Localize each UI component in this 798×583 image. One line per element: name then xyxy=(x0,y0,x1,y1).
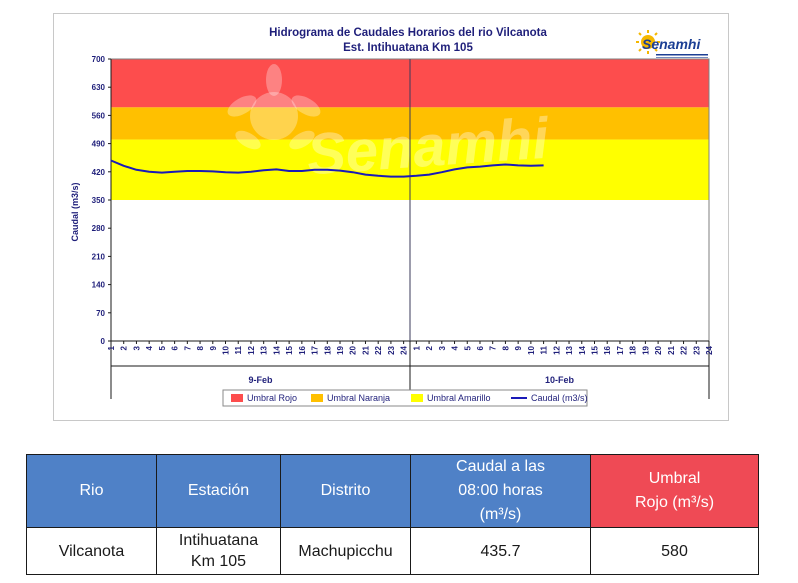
x-tick-label: 18 xyxy=(323,345,332,354)
y-tick-label: 210 xyxy=(92,252,106,261)
y-axis-label: Caudal (m3/s) xyxy=(70,182,80,241)
x-tick-label: 21 xyxy=(667,345,676,354)
y-tick-label: 0 xyxy=(101,337,106,346)
cell-distrito: Machupicchu xyxy=(280,527,411,575)
cell-estacion: Intihuatana Km 105 xyxy=(156,527,281,575)
x-tick-label: 21 xyxy=(361,345,370,354)
x-tick-label: 16 xyxy=(603,345,612,354)
chart-subtitle: Est. Intihuatana Km 105 xyxy=(343,42,473,54)
chart-title: Hidrograma de Caudales Horarios del rio … xyxy=(269,27,547,39)
x-tick-label: 10 xyxy=(222,345,231,354)
x-tick-label: 3 xyxy=(438,345,447,350)
sun-icon xyxy=(641,35,655,49)
y-tick-label: 420 xyxy=(92,168,106,177)
x-tick-label: 5 xyxy=(463,345,472,350)
logo-text: Senamhi xyxy=(642,36,701,52)
day-label: 10-Feb xyxy=(545,375,575,385)
y-tick-label: 350 xyxy=(92,196,106,205)
legend-label: Umbral Rojo xyxy=(247,393,297,403)
header-caudal: Caudal a las 08:00 horas (m³/s) xyxy=(410,454,591,528)
x-tick-label: 20 xyxy=(654,345,663,354)
x-tick-label: 15 xyxy=(590,345,599,354)
x-tick-label: 18 xyxy=(629,345,638,354)
x-tick-label: 24 xyxy=(400,345,409,354)
legend-swatch xyxy=(231,394,243,402)
header-distrito: Distrito xyxy=(280,454,411,528)
x-tick-label: 19 xyxy=(336,345,345,354)
chart-svg: Hidrograma de Caudales Horarios del rio … xyxy=(70,27,714,407)
x-tick-label: 20 xyxy=(349,345,358,354)
x-tick-label: 4 xyxy=(145,345,154,350)
x-tick-label: 6 xyxy=(476,345,485,350)
hydrograph-chart: Hidrograma de Caudales Horarios del rio … xyxy=(53,13,729,421)
x-tick-label: 23 xyxy=(692,345,701,354)
day-labels: 9-Feb 10-Feb xyxy=(248,375,574,385)
x-tick-label: 8 xyxy=(196,345,205,350)
y-tick-label: 630 xyxy=(92,83,106,92)
legend-label: Caudal (m3/s) xyxy=(531,393,588,403)
header-rio: Rio xyxy=(26,454,157,528)
flow-table: Rio Estación Distrito Caudal a las 08:00… xyxy=(26,454,759,575)
x-tick-label: 23 xyxy=(387,345,396,354)
cell-caudal: 435.7 xyxy=(410,527,591,575)
x-tick-label: 22 xyxy=(374,345,383,354)
y-tick-label: 140 xyxy=(92,281,106,290)
cell-rio: Vilcanota xyxy=(26,527,157,575)
caudal-series xyxy=(110,159,544,178)
y-tick-label: 490 xyxy=(92,140,106,149)
x-tick-label: 6 xyxy=(171,345,180,350)
cell-umbral: 580 xyxy=(590,527,759,575)
legend-swatch xyxy=(411,394,423,402)
x-tick-label: 22 xyxy=(680,345,689,354)
x-tick-label: 9 xyxy=(514,345,523,350)
x-tick-label: 11 xyxy=(234,345,243,354)
day-label: 9-Feb xyxy=(248,375,273,385)
y-tick-label: 70 xyxy=(96,309,105,318)
header-estacion: Estación xyxy=(156,454,281,528)
x-tick-labels: 1 2 3 4 5 6 7 8 9 10 11 12 13 14 15 16 17 18 19 20 21 22 23 24 1… xyxy=(107,341,714,355)
x-tick-label: 2 xyxy=(120,345,129,350)
senamhi-logo: Senamhi xyxy=(636,30,708,58)
x-tick-label: 7 xyxy=(183,345,192,350)
table-header-row: Rio Estación Distrito Caudal a las 08:00… xyxy=(26,454,759,528)
y-tick-labels: 0 70 140 210 280 350 420 490 560 630 700 xyxy=(92,55,111,346)
x-tick-label: 1 xyxy=(107,345,116,350)
x-tick-label: 8 xyxy=(501,345,510,350)
x-tick-label: 1 xyxy=(412,345,421,350)
y-tick-label: 280 xyxy=(92,224,106,233)
x-tick-label: 14 xyxy=(578,345,587,354)
legend: Umbral Rojo Umbral Naranja Umbral Amarillo… xyxy=(222,389,588,407)
x-tick-label: 12 xyxy=(552,345,561,354)
x-tick-label: 12 xyxy=(247,345,256,354)
x-tick-label: 19 xyxy=(641,345,650,354)
legend-label: Umbral Amarillo xyxy=(427,393,491,403)
x-tick-label: 2 xyxy=(425,345,434,350)
y-tick-label: 560 xyxy=(92,111,106,120)
x-tick-label: 17 xyxy=(616,345,625,354)
x-tick-label: 11 xyxy=(540,345,549,354)
x-tick-label: 3 xyxy=(132,345,141,350)
x-tick-label: 13 xyxy=(260,345,269,354)
x-tick-label: 7 xyxy=(489,345,498,350)
x-tick-label: 10 xyxy=(527,345,536,354)
x-tick-label: 4 xyxy=(451,345,460,350)
x-tick-label: 17 xyxy=(311,345,320,354)
x-tick-label: 5 xyxy=(158,345,167,350)
x-tick-label: 24 xyxy=(705,345,714,354)
x-tick-label: 16 xyxy=(298,345,307,354)
series-line-caudal xyxy=(110,159,544,178)
x-tick-label: 14 xyxy=(272,345,281,354)
y-tick-label: 700 xyxy=(92,55,106,64)
table-row: Vilcanota Intihuatana Km 105 Machupicchu… xyxy=(26,527,759,575)
legend-label: Umbral Naranja xyxy=(327,393,390,403)
x-tick-label: 15 xyxy=(285,345,294,354)
x-tick-label: 13 xyxy=(565,345,574,354)
legend-swatch xyxy=(311,394,323,402)
header-umbral-rojo: Umbral Rojo (m³/s) xyxy=(590,454,759,528)
x-tick-label: 9 xyxy=(209,345,218,350)
